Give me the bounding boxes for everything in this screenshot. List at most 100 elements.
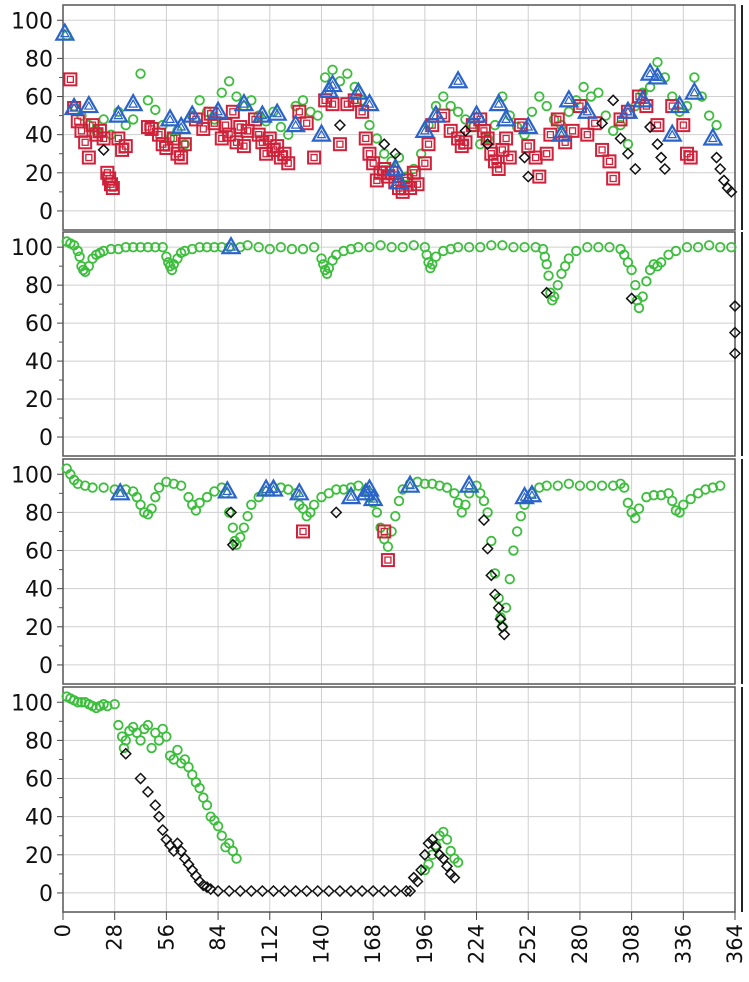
triangle-marker-inner [637,95,648,104]
circle-marker [157,241,168,253]
circle-marker [504,573,515,585]
circle-marker [593,241,604,253]
square-marker [613,112,628,127]
diamond-marker [488,588,502,601]
circle-marker [637,291,648,302]
circle-marker [655,257,667,268]
square-marker [380,553,395,568]
circle-marker [703,110,715,121]
square-marker [115,142,130,157]
triangle-marker-inner [268,484,279,494]
circle-marker [489,568,501,579]
circle-marker [430,100,442,112]
square-marker [277,146,292,161]
circle-marker [630,279,641,291]
circle-marker [670,245,682,257]
y-tick-label: 80 [25,729,53,754]
triangle-marker [54,22,76,41]
diamond-marker [415,863,428,877]
circle-marker [223,76,235,87]
x-tick-label: 308 [620,924,644,964]
diamond-marker [311,884,324,898]
square-marker-inner [413,180,422,188]
square-marker-inner [109,184,117,192]
square-marker [451,131,466,146]
circle-marker [113,719,124,731]
panel-frame [62,458,736,685]
triangle-marker [521,483,543,503]
diamond-marker [658,162,671,176]
square-marker [152,127,166,142]
square-marker-inner [262,150,270,158]
triangle-marker [702,127,724,146]
circle-marker [286,243,298,255]
diamond-marker [204,883,217,896]
square-marker [248,112,262,127]
triangle-marker-inner [364,98,375,108]
y-tick-label: 60 [25,540,53,565]
square-marker [340,97,355,112]
circle-marker [209,241,220,253]
y-tick-label: 100 [11,691,53,716]
circle-marker [619,482,630,493]
diamond-marker [714,162,727,176]
triangle-marker-inner [419,125,430,135]
y-tick-label: 80 [25,501,53,526]
triangle-marker-inner [390,163,401,173]
circle-marker [297,95,309,106]
square-marker [377,524,392,539]
square-marker [680,146,694,161]
diamond-marker [224,506,238,519]
square-marker [355,104,370,119]
y-tick-label: 40 [25,578,53,603]
triangle-marker-inner [674,100,685,110]
triangle-marker [458,474,480,493]
square-marker-inner [218,134,226,143]
circle-marker [153,482,165,493]
y-tick-label: 100 [11,9,53,34]
square-marker [676,118,691,133]
circle-marker [607,125,619,137]
diamond-marker [625,292,638,305]
diamond-marker [710,151,723,164]
circle-marker [127,114,139,125]
circle-marker [486,240,497,251]
triangle-marker [425,104,447,123]
circle-marker [375,522,386,533]
circle-marker [626,264,637,276]
square-marker [214,131,229,146]
triangle-marker-inner [69,102,80,112]
triangle-marker-inner [345,491,357,501]
circle-marker [109,698,120,710]
square-marker-inner [483,134,492,143]
square-marker [683,150,698,165]
triangle-marker-inner [353,87,364,97]
diamond-marker [278,884,291,898]
circle-marker [275,121,287,133]
square-marker [650,118,665,133]
square-marker [281,156,296,171]
triangle-marker-inner [523,121,534,131]
square-marker-inner [81,138,89,146]
square-marker-inner [535,172,543,181]
square-marker-inner [679,121,687,129]
square-marker-inner [480,127,488,135]
square-marker-inner [598,146,606,154]
circle-marker [641,276,652,287]
circle-marker [519,241,530,253]
circle-marker [582,241,593,253]
circle-marker [681,241,693,253]
square-marker-inner [687,153,695,162]
circle-marker [201,241,213,253]
diamond-marker [212,884,225,898]
square-marker-inner [554,115,562,124]
diamond-marker [440,860,454,873]
square-marker-inner [210,119,219,127]
circle-marker [342,68,353,79]
circle-marker [364,241,375,253]
triangle-marker-inner [176,121,187,131]
diamond-marker [422,837,435,850]
triangle-marker-inner [115,488,126,497]
square-marker [225,104,240,119]
